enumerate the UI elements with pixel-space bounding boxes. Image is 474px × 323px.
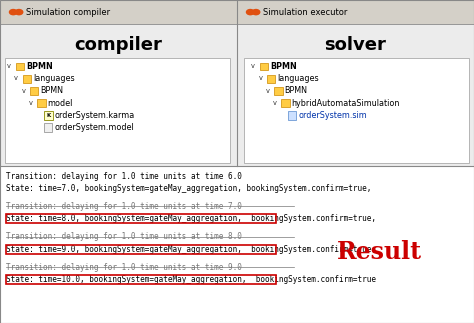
Bar bbox=[281, 99, 290, 107]
Bar bbox=[37, 99, 46, 107]
Bar bbox=[6, 245, 276, 254]
Text: Transition: delaying for 1.0 time units at time 8.0: Transition: delaying for 1.0 time units … bbox=[6, 232, 242, 241]
Bar bbox=[0, 166, 474, 323]
Text: model: model bbox=[47, 99, 73, 108]
Circle shape bbox=[9, 9, 17, 15]
Bar bbox=[267, 75, 275, 83]
Text: BPMN: BPMN bbox=[270, 62, 297, 71]
Bar bbox=[260, 63, 268, 70]
Text: State: time=8.0, bookingSystem=gateMay_aggregation,  bookingSystem.confirm=true,: State: time=8.0, bookingSystem=gateMay_a… bbox=[6, 214, 376, 223]
Text: v: v bbox=[258, 76, 262, 81]
Bar bbox=[30, 87, 38, 95]
Circle shape bbox=[252, 9, 260, 15]
Text: v: v bbox=[273, 100, 276, 106]
Text: BPMN: BPMN bbox=[40, 86, 64, 95]
Text: Simulation executor: Simulation executor bbox=[263, 8, 347, 16]
Text: Result: Result bbox=[337, 240, 422, 264]
Bar bbox=[0, 0, 237, 166]
Text: BPMN: BPMN bbox=[284, 86, 308, 95]
Bar bbox=[6, 275, 276, 284]
Bar bbox=[237, 0, 474, 166]
Text: Simulation compiler: Simulation compiler bbox=[26, 8, 110, 16]
Text: v: v bbox=[28, 100, 32, 106]
Text: K: K bbox=[46, 113, 50, 118]
Bar bbox=[244, 58, 469, 163]
Text: orderSystem.karma: orderSystem.karma bbox=[55, 111, 135, 120]
Bar bbox=[288, 111, 296, 120]
Text: State: time=10.0, bookingSystem=gateMay_aggregation,  bookingSystem.confirm=true: State: time=10.0, bookingSystem=gateMay_… bbox=[6, 275, 376, 284]
Bar bbox=[237, 0, 474, 24]
Text: compiler: compiler bbox=[74, 36, 163, 54]
Text: solver: solver bbox=[325, 36, 386, 54]
Text: orderSystem.sim: orderSystem.sim bbox=[299, 111, 367, 120]
Bar bbox=[0, 0, 237, 24]
Text: v: v bbox=[265, 88, 269, 94]
Bar bbox=[44, 123, 52, 132]
Text: v: v bbox=[21, 88, 25, 94]
Text: State: time=7.0, bookingSystem=gateMay_aggregation, bookingSystem.confirm=true,: State: time=7.0, bookingSystem=gateMay_a… bbox=[6, 184, 371, 193]
Text: v: v bbox=[7, 63, 11, 69]
Text: orderSystem.model: orderSystem.model bbox=[55, 123, 134, 132]
Text: Transition: delaying for 1.0 time units at time 6.0: Transition: delaying for 1.0 time units … bbox=[6, 172, 242, 181]
Text: v: v bbox=[14, 76, 18, 81]
Bar bbox=[5, 58, 230, 163]
Text: languages: languages bbox=[33, 74, 75, 83]
Text: Transition: delaying for 1.0 time units at time 9.0: Transition: delaying for 1.0 time units … bbox=[6, 263, 242, 272]
Text: v: v bbox=[251, 63, 255, 69]
Bar bbox=[6, 214, 276, 223]
Bar bbox=[23, 75, 31, 83]
Text: Transition: delaying for 1.0 time units at time 7.0: Transition: delaying for 1.0 time units … bbox=[6, 202, 242, 211]
Circle shape bbox=[15, 9, 23, 15]
Text: hybridAutomataSimulation: hybridAutomataSimulation bbox=[292, 99, 400, 108]
Text: BPMN: BPMN bbox=[26, 62, 53, 71]
Circle shape bbox=[246, 9, 254, 15]
Text: State: time=9.0, bookingSystem=gateMay_aggregation,  bookingSystem.confirm=true,: State: time=9.0, bookingSystem=gateMay_a… bbox=[6, 245, 376, 254]
Text: languages: languages bbox=[277, 74, 319, 83]
Bar bbox=[16, 63, 24, 70]
Bar bbox=[274, 87, 283, 95]
Bar bbox=[44, 111, 53, 120]
